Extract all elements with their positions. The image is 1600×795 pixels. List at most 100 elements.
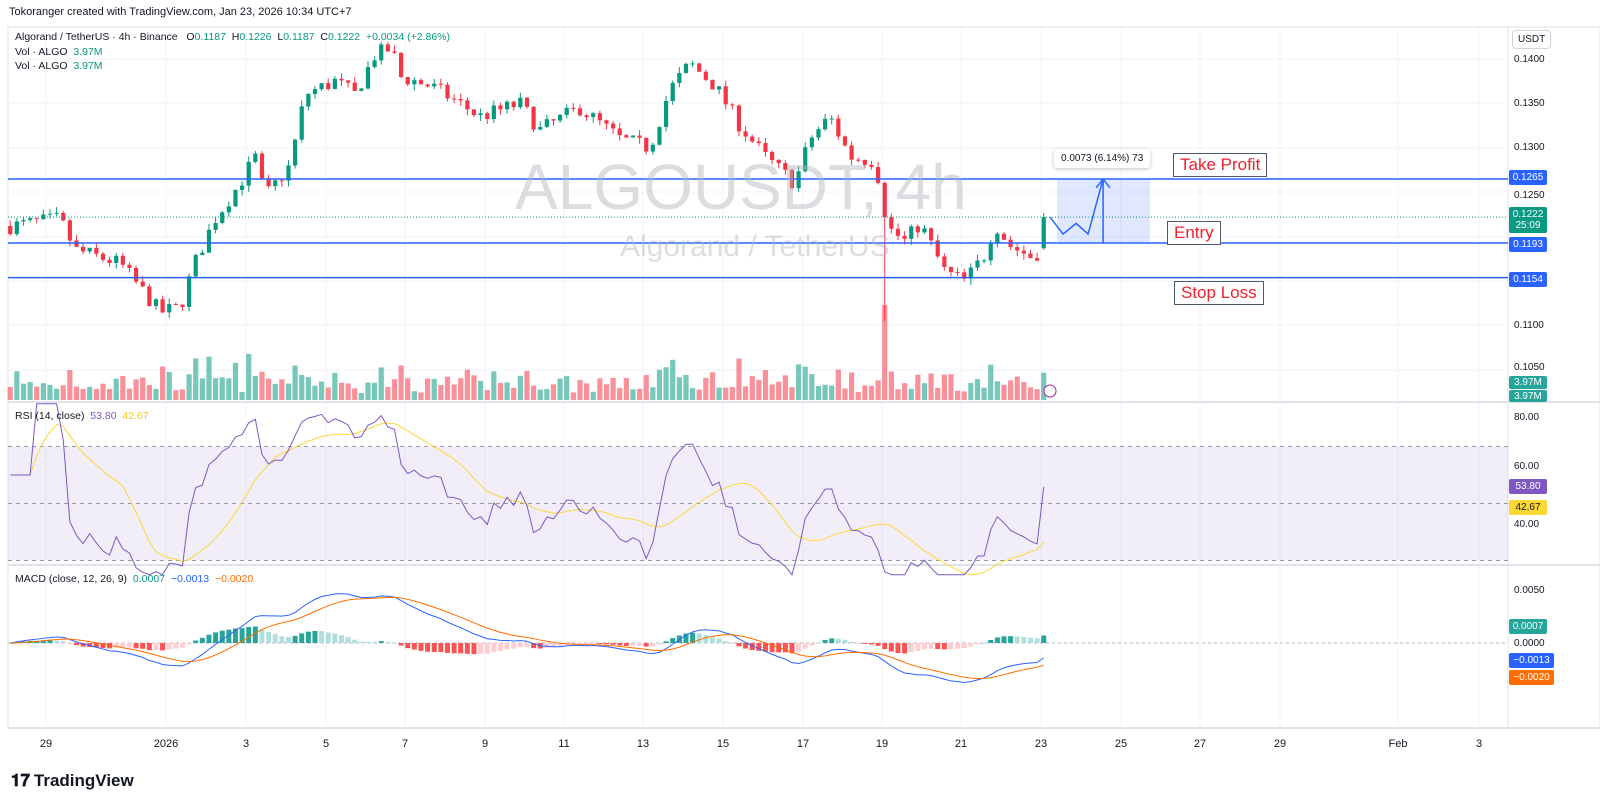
candle <box>849 145 854 160</box>
volume-bar <box>961 391 967 400</box>
macd-histogram-bar <box>822 639 828 643</box>
legend-symbol: Algorand / TetherUS · 4h · Binance <box>15 31 178 43</box>
macd-histogram-bar <box>981 642 987 644</box>
macd-histogram-bar <box>425 643 431 652</box>
legend-ohlc[interactable]: Algorand / TetherUS · 4h · Binance O0.11… <box>15 31 450 43</box>
macd-histogram-bar <box>246 626 252 643</box>
macd-histogram-bar <box>762 643 768 652</box>
volume-bar <box>319 381 325 400</box>
candle <box>895 228 901 236</box>
macd-histogram-bar <box>87 643 93 648</box>
legend-macd[interactable]: MACD (close, 12, 26, 9) 0.0007 −0.0013 −… <box>15 573 253 585</box>
price-tick: 0.1100 <box>1514 320 1544 331</box>
macd-histogram-bar <box>829 638 835 643</box>
tradingview-logo[interactable]: 𝟏𝟕 TradingView <box>11 771 134 791</box>
candle <box>485 113 490 120</box>
candle <box>259 153 265 179</box>
macd-histogram-bar <box>789 643 795 654</box>
candle <box>730 104 735 106</box>
bar-countdown: 25:09 <box>1515 220 1541 231</box>
macd-tick: 0.0000 <box>1514 638 1545 649</box>
volume-bar <box>570 392 576 400</box>
macd-histogram-bar <box>252 626 258 643</box>
macd-histogram-bar <box>1021 636 1027 643</box>
macd-histogram-bar <box>716 638 722 643</box>
stop-loss-label[interactable]: Stop Loss <box>1174 281 1264 305</box>
volume-bar <box>497 382 504 400</box>
price-tick: 0.1250 <box>1514 190 1545 201</box>
candle <box>922 228 927 233</box>
candle <box>770 151 775 160</box>
take-profit-label[interactable]: Take Profit <box>1173 153 1268 177</box>
volume-bar <box>822 384 828 400</box>
macd-histogram-bar <box>113 643 119 648</box>
volume-bar <box>862 385 868 400</box>
time-tick: 29 <box>39 738 53 750</box>
macd-histogram-bar <box>849 641 855 643</box>
volume-bar <box>577 379 583 400</box>
volume-bar <box>743 386 749 400</box>
time-tick: 9 <box>481 738 489 750</box>
volume-bar <box>372 382 378 400</box>
lightning-icon <box>1043 384 1057 398</box>
volume-bar <box>14 371 20 400</box>
macd-histogram-bar <box>80 643 86 647</box>
macd-histogram-bar <box>955 643 961 649</box>
volume-bar <box>557 378 563 400</box>
volume-bar <box>60 385 66 400</box>
signal-line <box>10 596 1044 679</box>
macd-histogram-bar <box>405 643 411 649</box>
rsi-tick: 60.00 <box>1514 461 1540 472</box>
candle <box>564 107 569 115</box>
volume-bar <box>968 383 974 400</box>
price-tick: 0.1300 <box>1514 142 1545 153</box>
candle <box>809 137 814 148</box>
macd-histogram-bar <box>630 643 636 646</box>
currency-button[interactable]: USDT <box>1512 30 1552 49</box>
last-price: 0.1222 <box>1512 209 1544 220</box>
candle <box>869 164 874 168</box>
legend-vol-1[interactable]: Vol · ALGO 3.97M <box>15 46 103 58</box>
candle <box>836 118 841 137</box>
macd-histogram-bar <box>862 643 868 644</box>
time-tick: 15 <box>716 738 730 750</box>
volume-bar <box>617 387 623 400</box>
candle <box>803 147 808 172</box>
sl-price-tag: 0.1154 <box>1509 272 1547 287</box>
volume-bar <box>7 386 13 400</box>
entry-label[interactable]: Entry <box>1167 221 1221 245</box>
candle <box>173 304 178 306</box>
candle <box>518 97 523 108</box>
candle <box>352 82 357 91</box>
macd-histogram-bar <box>749 643 755 651</box>
volume-bar <box>762 370 769 400</box>
macd-histogram-bar <box>524 643 530 647</box>
macd-histogram-bar <box>398 643 404 646</box>
volume-bar <box>378 367 384 400</box>
candle <box>756 141 761 144</box>
volume-bar <box>630 389 636 400</box>
legend-vol-2[interactable]: Vol · ALGO 3.97M <box>15 60 103 72</box>
macd-histogram-bar <box>126 643 132 648</box>
volume-bar <box>928 373 934 400</box>
candle <box>41 214 46 220</box>
volume-bar <box>299 375 305 400</box>
tp-price-tag: 0.1265 <box>1509 170 1547 185</box>
volume-bar <box>113 378 119 400</box>
volume-tag: 3.97M <box>1509 376 1547 389</box>
volume-bar <box>120 376 126 400</box>
macd-histogram-bar <box>736 643 742 647</box>
rsi-ma-line <box>10 422 1045 576</box>
macd-histogram-bar <box>650 643 656 647</box>
macd-histogram-bar <box>610 643 616 645</box>
volume-bar <box>623 377 629 400</box>
brand-name: TradingView <box>33 771 134 790</box>
volume-bar <box>597 378 603 400</box>
macd-histogram-bar <box>1014 636 1020 643</box>
volume-bar <box>855 392 861 400</box>
legend-rsi[interactable]: RSI (14, close) 53.80 42.67 <box>15 410 149 422</box>
volume-bar <box>1034 389 1040 400</box>
macd-histogram-bar <box>504 643 510 650</box>
macd-histogram-bar <box>557 643 563 647</box>
